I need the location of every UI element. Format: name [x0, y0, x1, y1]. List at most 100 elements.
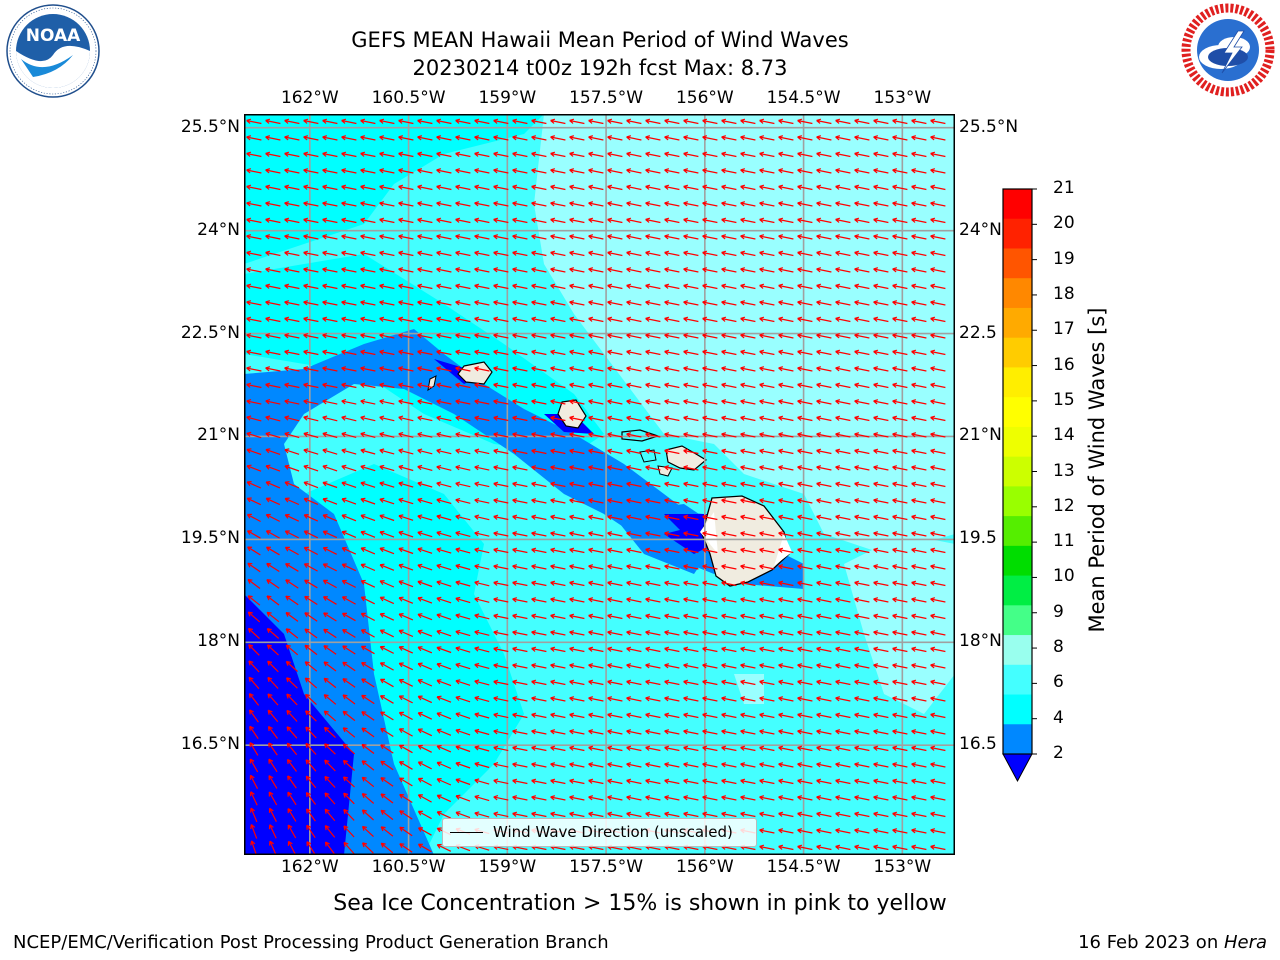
direction-arrow	[588, 597, 604, 603]
direction-arrow	[493, 382, 509, 389]
direction-arrow	[268, 758, 278, 773]
direction-arrow	[303, 546, 318, 556]
direction-arrow	[324, 743, 336, 755]
direction-arrow	[303, 118, 319, 125]
direction-arrow	[702, 267, 718, 273]
sea-ice-caption: Sea Ice Concentration > 15% is shown in …	[333, 891, 947, 916]
lat-tick-left: 24°N	[197, 219, 240, 240]
direction-arrow	[531, 283, 547, 290]
direction-arrow	[835, 531, 851, 537]
direction-arrow	[778, 481, 794, 488]
direction-arrow	[531, 184, 547, 191]
direction-arrow	[778, 135, 794, 141]
direction-arrow	[569, 432, 585, 438]
direction-arrow	[664, 712, 680, 719]
direction-arrow	[322, 201, 338, 207]
direction-arrow	[759, 745, 775, 752]
direction-arrow	[512, 151, 528, 158]
direction-arrow	[550, 250, 566, 257]
direction-arrow	[683, 613, 699, 620]
direction-arrow	[360, 612, 375, 622]
direction-arrow	[512, 217, 528, 224]
direction-arrow	[512, 382, 528, 389]
direction-arrow	[873, 547, 889, 554]
direction-arrow	[740, 234, 756, 240]
direction-arrow	[550, 118, 566, 125]
direction-arrow	[455, 300, 471, 306]
colorbar-swatch-2	[1003, 248, 1032, 279]
legend-label: Wind Wave Direction (unscaled)	[493, 823, 733, 841]
direction-arrow	[531, 597, 547, 603]
direction-arrow	[379, 448, 395, 455]
direction-arrow	[246, 382, 262, 389]
direction-arrow	[797, 547, 813, 554]
footer-date: 16 Feb 2023 on Hera	[1078, 932, 1267, 953]
direction-arrow	[531, 366, 547, 372]
direction-arrow	[683, 382, 699, 389]
direction-arrow	[455, 135, 471, 141]
direction-arrow	[360, 234, 376, 240]
direction-arrow	[797, 762, 813, 768]
direction-arrow	[626, 333, 642, 339]
direction-arrow	[493, 778, 509, 785]
direction-arrow	[436, 349, 452, 356]
lon-tick-bottom: 153°W	[873, 857, 932, 877]
direction-arrow	[362, 842, 374, 854]
direction-arrow	[550, 547, 566, 554]
direction-arrow	[398, 283, 414, 290]
direction-arrow	[398, 596, 414, 604]
direction-arrow	[265, 135, 281, 141]
direction-arrow	[436, 613, 452, 620]
colorbar-under-extension	[1002, 753, 1033, 783]
direction-arrow	[474, 234, 490, 240]
direction-arrow	[702, 679, 718, 686]
direction-arrow	[379, 497, 395, 505]
direction-arrow	[626, 531, 642, 537]
direction-arrow	[930, 679, 946, 686]
direction-arrow	[664, 778, 680, 785]
direction-arrow	[379, 481, 395, 488]
direction-arrow	[569, 498, 585, 504]
direction-arrow	[360, 514, 376, 522]
direction-arrow	[550, 564, 566, 570]
direction-arrow	[550, 201, 566, 207]
direction-arrow	[531, 234, 547, 240]
direction-arrow	[360, 579, 376, 588]
direction-arrow	[436, 432, 452, 438]
direction-arrow	[854, 729, 870, 735]
direction-arrow	[285, 644, 299, 656]
direction-arrow	[493, 646, 509, 653]
direction-arrow	[835, 514, 851, 521]
direction-arrow	[664, 283, 680, 290]
direction-arrow	[305, 710, 317, 722]
direction-arrow	[249, 709, 259, 723]
direction-arrow	[683, 283, 699, 290]
direction-arrow	[341, 168, 357, 174]
direction-arrow	[531, 580, 547, 587]
direction-arrow	[436, 382, 452, 389]
direction-arrow	[588, 448, 604, 455]
direction-arrow	[626, 217, 642, 224]
direction-arrow	[759, 828, 775, 834]
direction-arrow	[759, 234, 775, 240]
direction-arrow	[341, 184, 357, 191]
direction-arrow	[569, 481, 585, 488]
direction-arrow	[287, 791, 297, 806]
direction-arrow	[398, 728, 413, 737]
direction-arrow	[930, 745, 946, 752]
direction-arrow	[531, 432, 547, 438]
direction-arrow	[455, 596, 471, 604]
direction-arrow	[740, 415, 756, 422]
direction-arrow	[265, 497, 281, 506]
direction-arrow	[683, 135, 699, 141]
direction-arrow	[835, 316, 851, 323]
direction-arrow	[512, 597, 528, 603]
direction-arrow	[797, 349, 813, 356]
direction-arrow	[702, 514, 718, 521]
direction-arrow	[493, 795, 509, 801]
direction-arrow	[455, 250, 471, 257]
direction-arrow	[607, 729, 623, 735]
direction-arrow	[930, 333, 946, 339]
direction-arrow	[816, 201, 832, 207]
direction-arrow	[892, 547, 908, 554]
